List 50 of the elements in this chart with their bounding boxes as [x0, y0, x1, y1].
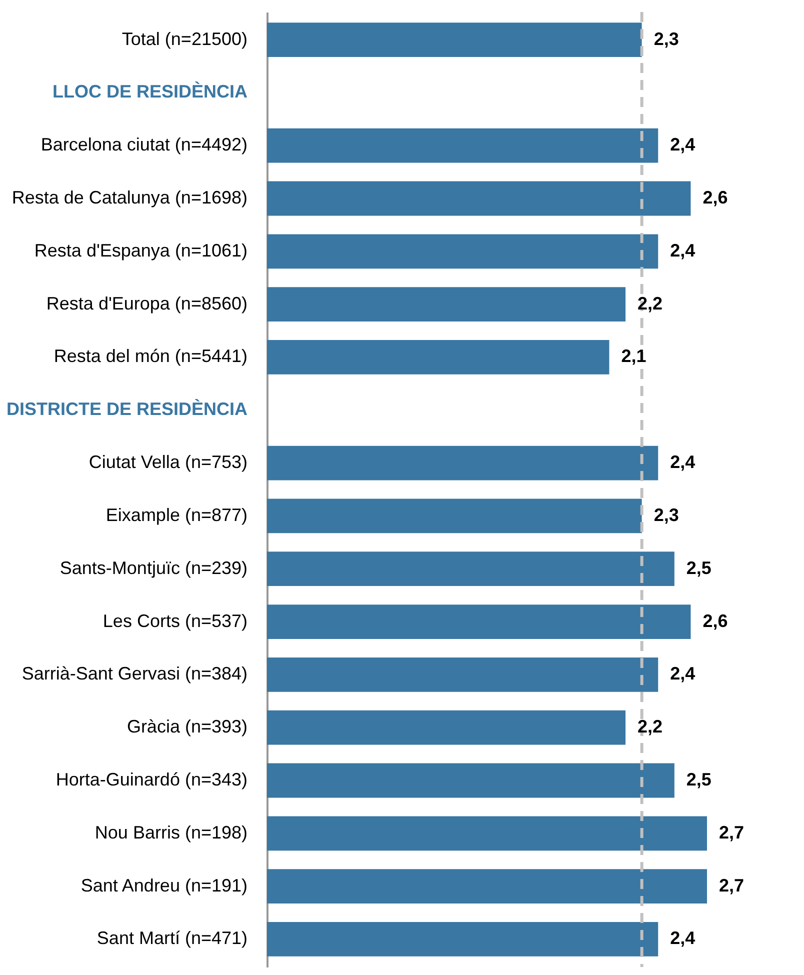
data-label: 2,6 [702, 188, 728, 208]
bar [267, 181, 691, 216]
y-tick-label: Horta-Guinardó (n=343) [56, 769, 248, 790]
y-tick-label: Total (n=21500) [122, 28, 248, 49]
bar [267, 604, 691, 639]
y-tick-label: Les Corts (n=537) [102, 610, 248, 631]
bar [267, 922, 658, 956]
y-tick-label: DISTRICTE DE RESIDÈNCIA [6, 399, 248, 420]
bar [267, 763, 674, 798]
y-tick-label: Sant Martí (n=471) [96, 928, 248, 948]
data-label: 2,4 [670, 134, 696, 155]
bar [267, 446, 658, 480]
y-tick-label: LLOC DE RESIDÈNCIA [52, 82, 248, 102]
data-label: 2,2 [638, 716, 663, 737]
bar [267, 657, 658, 692]
bar [267, 552, 674, 586]
bar [267, 287, 626, 322]
data-label: 2,6 [702, 610, 728, 631]
bar [267, 710, 626, 745]
bar [267, 128, 658, 163]
y-tick-label: Sants-Montjuïc (n=239) [60, 558, 248, 578]
y-tick-label: Gràcia (n=393) [126, 716, 248, 737]
y-tick-label: Barcelona ciutat (n=4492) [40, 134, 248, 155]
data-label: 2,3 [654, 28, 679, 49]
y-tick-label: Eixample (n=877) [106, 504, 248, 525]
y-tick-label: Sarrià-Sant Gervasi (n=384) [22, 664, 248, 684]
data-label: 2,2 [638, 293, 663, 314]
y-tick-label: Resta de Catalunya (n=1698) [12, 188, 248, 208]
data-label: 2,7 [719, 875, 744, 896]
data-label: 2,1 [621, 346, 646, 366]
y-tick-label: Nou Barris (n=198) [94, 822, 248, 842]
data-label: 2,3 [654, 504, 679, 525]
bar [267, 22, 642, 57]
data-label: 2,4 [670, 928, 696, 948]
y-tick-label: Ciutat Vella (n=753) [88, 452, 248, 472]
bar [267, 498, 642, 534]
data-label: 2,4 [670, 240, 696, 260]
bar [267, 340, 610, 374]
data-label: 2,7 [719, 822, 744, 842]
data-label: 2,5 [686, 769, 712, 790]
data-label: 2,4 [670, 664, 696, 684]
bar [267, 869, 707, 904]
y-tick-label: Resta del món (n=5441) [54, 346, 248, 366]
bar [267, 816, 707, 851]
y-tick-label: Resta d'Europa (n=8560) [46, 293, 248, 314]
data-label: 2,4 [670, 452, 696, 472]
bar [267, 234, 658, 269]
y-tick-label: Sant Andreu (n=191) [80, 875, 248, 896]
y-tick-label: Resta d'Espanya (n=1061) [34, 240, 248, 260]
data-label: 2,5 [686, 558, 712, 578]
